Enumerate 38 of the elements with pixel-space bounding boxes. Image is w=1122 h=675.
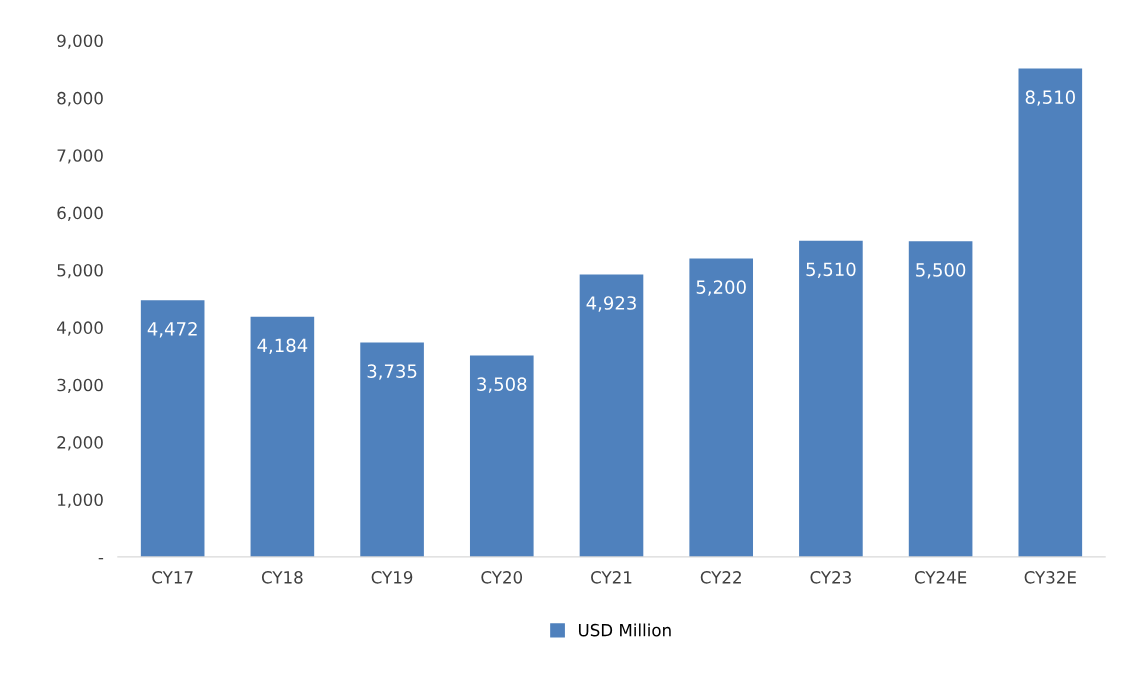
y-tick-label: 4,000 (57, 321, 103, 336)
text: 4,184 (257, 338, 308, 355)
text: 4,472 (147, 322, 197, 338)
bar (579, 274, 644, 557)
y-tick-label: 6,000 (57, 206, 103, 221)
y-tick-label: 8,000 (57, 91, 103, 107)
text: 3,735 (367, 364, 417, 380)
x-tick-label: CY19 (371, 571, 413, 584)
x-tick-label: CY32E (1024, 571, 1076, 584)
y-tick-label: 2,000 (57, 436, 103, 451)
bar (360, 342, 424, 557)
y-tick-label: - (98, 557, 104, 560)
x-tick-label: CY20 (481, 571, 523, 584)
bar (469, 355, 534, 557)
text: 5,200 (696, 280, 746, 296)
bar (908, 241, 973, 557)
x-tick-label: CY17 (152, 571, 193, 584)
bar (250, 316, 315, 557)
bar (689, 258, 754, 557)
x-tick-label: CY23 (810, 571, 851, 584)
bar (140, 300, 205, 557)
x-tick-label: CY24E (914, 571, 967, 584)
text: 5,500 (916, 263, 966, 279)
y-tick-label: 9,000 (57, 34, 103, 49)
text: 3,508 (477, 377, 527, 393)
text: 8,510 (1025, 90, 1075, 106)
bar (799, 240, 863, 557)
y-tick-label: 1,000 (58, 493, 103, 508)
legend-label: USD Million (578, 623, 671, 637)
y-tick-label: 5,000 (57, 263, 103, 279)
y-tick-label: 7,000 (57, 149, 103, 164)
x-tick-label: CY22 (700, 571, 741, 584)
text: 5,510 (806, 262, 856, 278)
x-tick-label: CY18 (261, 571, 303, 584)
bar (1018, 68, 1083, 557)
text: 4,923 (586, 296, 636, 312)
x-tick-label: CY21 (591, 571, 632, 584)
y-tick-label: 3,000 (57, 378, 103, 394)
